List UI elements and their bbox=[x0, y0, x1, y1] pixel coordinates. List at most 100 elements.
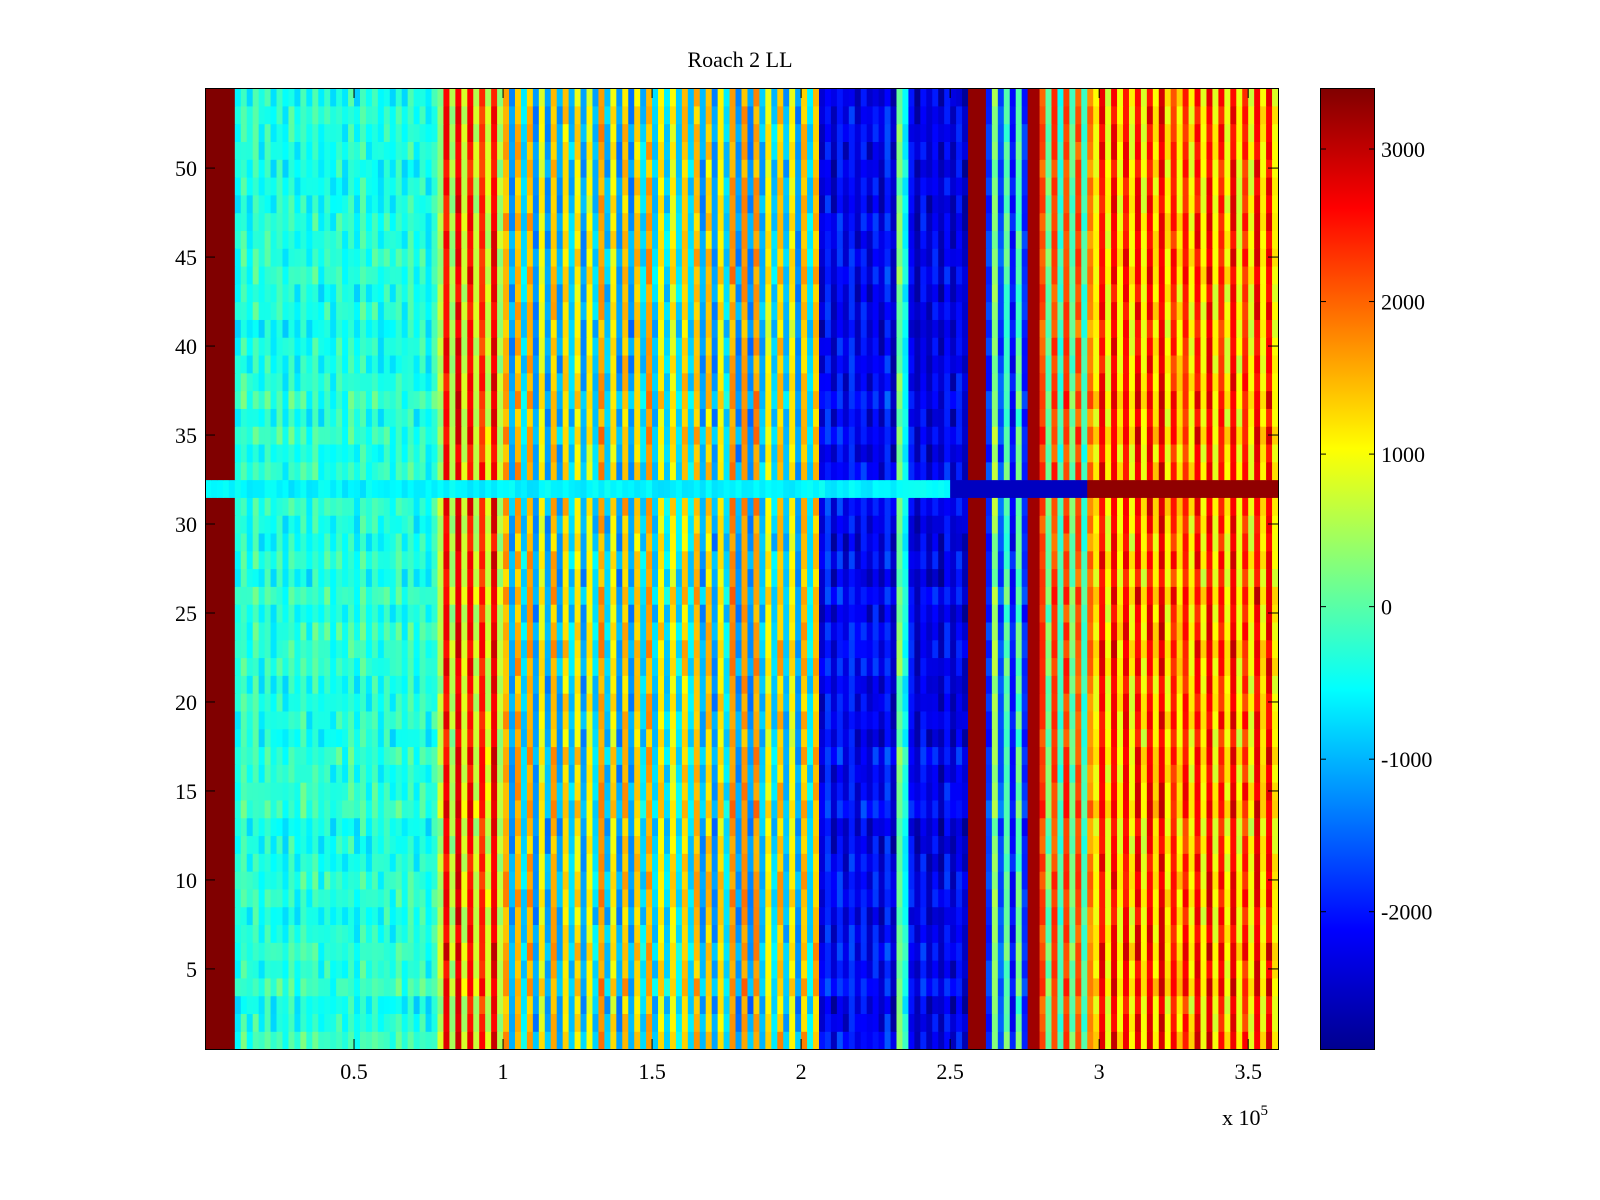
heatmap-cell bbox=[616, 568, 623, 587]
heatmap-cell bbox=[1069, 728, 1076, 748]
heatmap-cell bbox=[997, 550, 1005, 570]
heatmap-cell bbox=[1248, 960, 1255, 979]
heatmap-cell bbox=[1230, 942, 1237, 961]
heatmap-cell bbox=[216, 657, 224, 676]
heatmap-cell bbox=[884, 728, 892, 748]
heatmap-cell bbox=[455, 799, 462, 819]
heatmap-cell bbox=[282, 853, 290, 872]
heatmap-cell bbox=[723, 764, 731, 783]
heatmap-cell bbox=[717, 550, 725, 570]
heatmap-cell bbox=[938, 728, 945, 748]
heatmap-cell bbox=[962, 960, 969, 979]
heatmap-cell bbox=[550, 710, 558, 730]
heatmap-cell bbox=[401, 888, 409, 908]
heatmap-cell bbox=[878, 550, 886, 570]
heatmap-cell bbox=[1266, 1031, 1273, 1050]
heatmap-cell bbox=[1236, 1031, 1243, 1050]
heatmap-cell bbox=[568, 621, 576, 641]
heatmap-cell bbox=[234, 586, 242, 605]
heatmap-cell bbox=[675, 942, 683, 961]
heatmap-cell bbox=[944, 924, 951, 943]
heatmap-cell bbox=[973, 924, 981, 943]
heatmap-cell bbox=[801, 657, 808, 676]
heatmap-cell bbox=[1206, 782, 1214, 801]
heatmap-cell bbox=[878, 853, 886, 872]
heatmap-cell bbox=[1134, 924, 1142, 943]
heatmap-cell bbox=[926, 764, 933, 783]
heatmap-cell bbox=[973, 835, 981, 854]
heatmap-cell bbox=[491, 764, 498, 783]
heatmap-cell bbox=[926, 924, 933, 943]
heatmap-cell bbox=[526, 871, 534, 890]
heatmap-cell bbox=[1105, 853, 1112, 872]
heatmap-cell bbox=[646, 782, 653, 801]
heatmap-cell bbox=[1027, 799, 1035, 819]
heatmap-cell bbox=[830, 924, 838, 943]
heatmap-cell bbox=[664, 1013, 671, 1032]
heatmap-cell bbox=[1128, 764, 1136, 783]
heatmap-cell bbox=[824, 924, 832, 943]
heatmap-cell bbox=[1081, 710, 1088, 730]
heatmap-cell bbox=[795, 906, 802, 926]
heatmap-cell bbox=[1134, 835, 1142, 854]
heatmap-cell bbox=[544, 906, 552, 926]
heatmap-cell bbox=[461, 1031, 468, 1050]
heatmap-cell bbox=[586, 1013, 594, 1032]
heatmap-cell bbox=[1009, 550, 1017, 570]
heatmap-cell bbox=[556, 942, 564, 961]
heatmap-cell bbox=[252, 835, 260, 854]
heatmap-cell bbox=[699, 942, 707, 961]
heatmap-cell bbox=[479, 782, 486, 801]
heatmap-cell bbox=[729, 1031, 737, 1050]
heatmap-cell bbox=[431, 746, 439, 765]
heatmap-cell bbox=[228, 835, 236, 854]
heatmap-cell bbox=[216, 728, 224, 748]
heatmap-cell bbox=[878, 675, 886, 694]
heatmap-cell bbox=[866, 817, 874, 837]
heatmap-cell bbox=[920, 817, 927, 837]
heatmap-cell bbox=[348, 657, 355, 676]
heatmap-cell bbox=[807, 657, 814, 676]
heatmap-cell bbox=[1021, 871, 1029, 890]
heatmap-cell bbox=[431, 853, 439, 872]
heatmap-cell bbox=[818, 960, 826, 979]
heatmap-cell bbox=[753, 710, 760, 730]
heatmap-cell bbox=[824, 782, 832, 801]
heatmap-cell bbox=[395, 1031, 403, 1050]
heatmap-cell bbox=[729, 764, 737, 783]
heatmap-cell bbox=[777, 1031, 784, 1050]
heatmap-cell bbox=[1170, 977, 1178, 997]
heatmap-cell bbox=[365, 960, 373, 979]
heatmap-cell bbox=[1254, 817, 1261, 837]
heatmap-cell bbox=[1254, 657, 1261, 676]
heatmap-cell bbox=[1063, 799, 1070, 819]
heatmap-cell bbox=[604, 550, 611, 570]
heatmap-cell bbox=[962, 621, 969, 641]
heatmap-cell bbox=[1212, 657, 1219, 676]
heatmap-cell bbox=[1003, 871, 1011, 890]
heatmap-cell bbox=[962, 550, 969, 570]
heatmap-cell bbox=[509, 924, 516, 943]
heatmap-cell bbox=[1176, 693, 1184, 712]
heatmap-cell bbox=[222, 960, 230, 979]
heatmap-cell bbox=[526, 924, 534, 943]
heatmap-cell bbox=[1111, 782, 1118, 801]
heatmap-cell bbox=[1218, 799, 1225, 819]
heatmap-cell bbox=[455, 639, 462, 659]
heatmap-cell bbox=[1146, 853, 1154, 872]
heatmap-cell bbox=[431, 942, 439, 961]
heatmap-cell bbox=[1003, 746, 1011, 765]
heatmap-cell bbox=[461, 817, 468, 837]
heatmap-cell bbox=[884, 960, 892, 979]
heatmap-cell bbox=[348, 764, 355, 783]
heatmap-cell bbox=[407, 1031, 415, 1050]
heatmap-cell bbox=[455, 942, 462, 961]
heatmap-cell bbox=[675, 835, 683, 854]
heatmap-cell bbox=[574, 817, 582, 837]
heatmap-cell bbox=[330, 746, 337, 765]
heatmap-cell bbox=[210, 746, 218, 765]
heatmap-cell bbox=[491, 977, 498, 997]
heatmap-cell bbox=[711, 568, 719, 587]
heatmap-cell bbox=[991, 604, 999, 623]
heatmap-cell bbox=[729, 657, 737, 676]
